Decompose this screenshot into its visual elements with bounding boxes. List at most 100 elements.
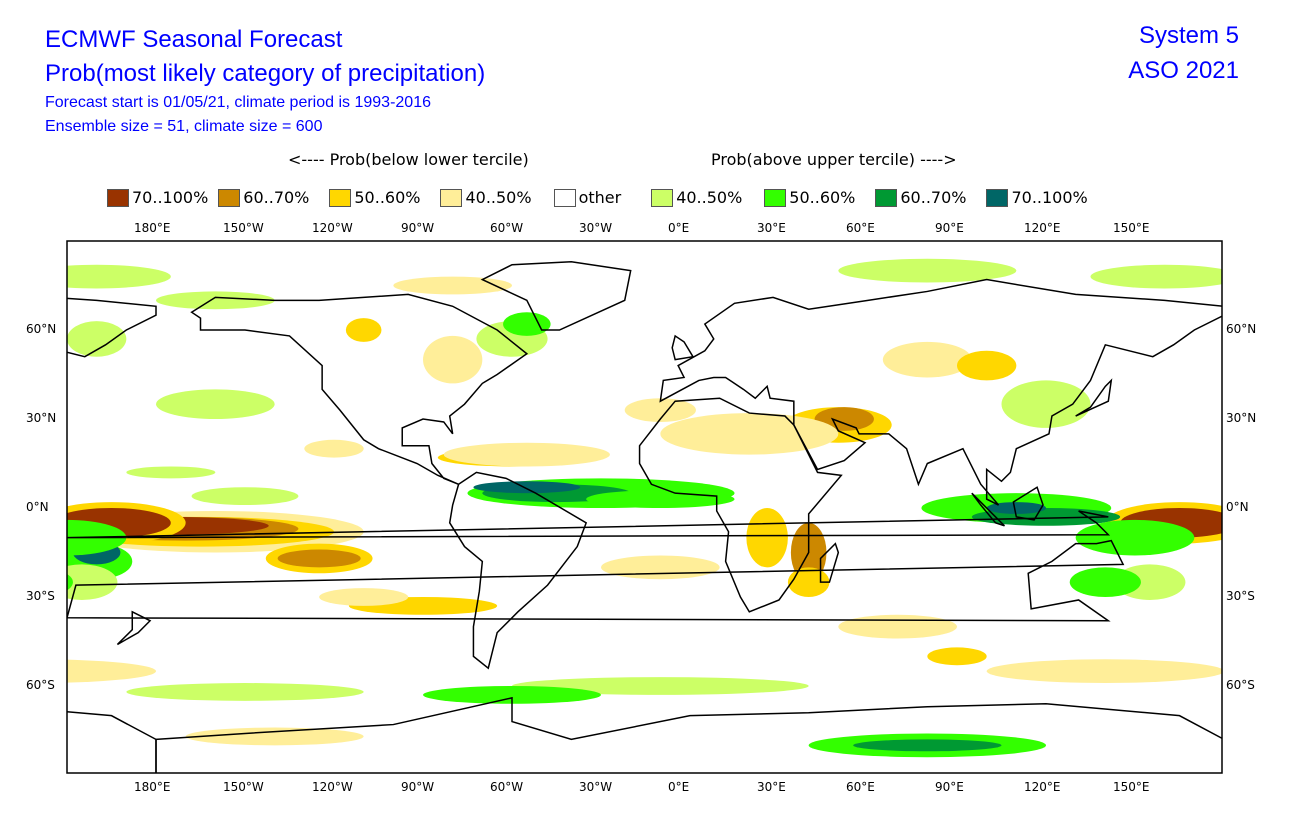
legend-label: 60..70% (243, 188, 310, 207)
probability-patch (1001, 380, 1091, 428)
coastline-japan (1075, 378, 1113, 417)
lon-tick-bottom: 180°E (134, 780, 171, 794)
coastline-borneo (1012, 486, 1044, 521)
probability-patch (986, 659, 1222, 684)
lon-tick-top: 30°E (757, 221, 786, 235)
legend: 70..100% 60..70% 50..60% 40..50% other 40..50… (107, 188, 1088, 207)
coastline-new-zealand (116, 610, 152, 646)
legend-swatch (553, 188, 576, 207)
lon-tick-top: 120°W (312, 221, 353, 235)
lat-tick-left: 0°N (26, 500, 49, 514)
legend-item: 70..100% (986, 188, 1088, 207)
legend-swatch (329, 188, 352, 207)
lat-tick-right: 60°S (1226, 678, 1255, 692)
probability-patch (345, 318, 382, 342)
probability-patch (586, 490, 735, 508)
probability-patch (393, 276, 512, 295)
legend-item: 40..50% (440, 188, 532, 207)
coastline-africa (638, 397, 843, 613)
probability-patch (882, 341, 972, 378)
system-label: System 5 (1138, 22, 1239, 49)
legend-label: 50..60% (354, 188, 421, 207)
probability-patch (1069, 567, 1141, 598)
lat-tick-left: 30°N (26, 411, 57, 425)
legend-swatch (651, 188, 674, 207)
lon-tick-top: 60°W (490, 221, 524, 235)
lat-tick-left: 30°S (26, 589, 55, 603)
legend-label: 70..100% (132, 188, 209, 207)
legend-label: 40..50% (465, 188, 532, 207)
probability-patch (191, 487, 299, 506)
legend-label: 70..100% (1011, 188, 1088, 207)
lon-tick-top: 150°W (223, 221, 264, 235)
period-label: ASO 2021 (1128, 57, 1239, 84)
lat-tick-right: 30°S (1226, 589, 1255, 603)
lon-tick-bottom: 30°E (757, 780, 786, 794)
legend-item: 40..50% (651, 188, 742, 207)
coastline-madagascar (819, 542, 840, 583)
coastline-australia (67, 539, 1125, 622)
probability-patch (660, 413, 839, 455)
lon-tick-top: 30°W (579, 221, 613, 235)
probability-patch (787, 567, 830, 598)
probability-patch (319, 588, 409, 606)
coastline-greenland (480, 261, 632, 331)
lat-tick-right: 60°N (1226, 322, 1257, 336)
title: ECMWF Seasonal Forecast (45, 26, 343, 53)
lon-tick-top: 90°E (935, 221, 964, 235)
probability-patch (423, 686, 601, 704)
probability-patch (1075, 519, 1195, 556)
legend-swatch (875, 188, 898, 207)
probability-patch (423, 335, 483, 384)
lon-tick-bottom: 0°E (668, 780, 690, 794)
legend-item: 60..70% (875, 188, 966, 207)
lon-tick-top: 150°E (1113, 221, 1150, 235)
lon-tick-bottom: 30°W (579, 780, 613, 794)
coastline-new-guinea (0, 511, 40, 538)
map-content (0, 241, 1289, 775)
probability-patch (443, 442, 610, 467)
probability-patch (0, 380, 23, 427)
lon-tick-bottom: 90°W (401, 780, 435, 794)
probability-patch (624, 398, 696, 422)
legend-swatch (440, 188, 463, 207)
coastline-antarctica (155, 696, 1222, 773)
legend-item: 70..100% (107, 188, 208, 207)
map-frame (66, 240, 1223, 774)
lon-tick-top: 0°E (668, 221, 690, 235)
probability-patch (67, 321, 127, 357)
legend-item: 50..60% (764, 188, 855, 207)
above-tercile-label: Prob(above upper tercile) ----> (711, 150, 957, 169)
coastline-sumatra (971, 492, 1005, 527)
lon-tick-bottom: 60°E (846, 780, 875, 794)
probability-patch (1090, 264, 1222, 289)
probability-patch (853, 739, 1002, 752)
probability-patch (304, 439, 364, 458)
legend-item: other (553, 188, 622, 207)
lat-tick-left: 60°N (26, 322, 57, 336)
coastline-australia (0, 541, 55, 621)
coastline-antarctica (1224, 698, 1289, 775)
probability-patch (126, 683, 364, 701)
lon-tick-top: 60°E (846, 221, 875, 235)
lat-tick-right: 30°N (1226, 411, 1257, 425)
lat-tick-right: 0°N (1226, 500, 1249, 514)
legend-swatch (986, 188, 1009, 207)
legend-item: 50..60% (329, 188, 420, 207)
legend-label: other (578, 188, 622, 207)
lat-tick-left: 60°S (26, 678, 55, 692)
probability-patch (838, 258, 1017, 283)
forecast-info: Forecast start is 01/05/21, climate peri… (45, 94, 431, 111)
probability-patch (746, 508, 788, 568)
probability-patch (473, 481, 581, 494)
lon-tick-bottom: 120°W (312, 780, 353, 794)
probability-patch (601, 555, 720, 580)
lon-tick-top: 120°E (1024, 221, 1061, 235)
lon-tick-bottom: 90°E (935, 780, 964, 794)
legend-swatch (764, 188, 787, 207)
probability-patch (67, 564, 118, 600)
probability-patch (67, 659, 156, 683)
coastline-antarctica (67, 710, 157, 773)
legend-label: 40..50% (676, 188, 743, 207)
